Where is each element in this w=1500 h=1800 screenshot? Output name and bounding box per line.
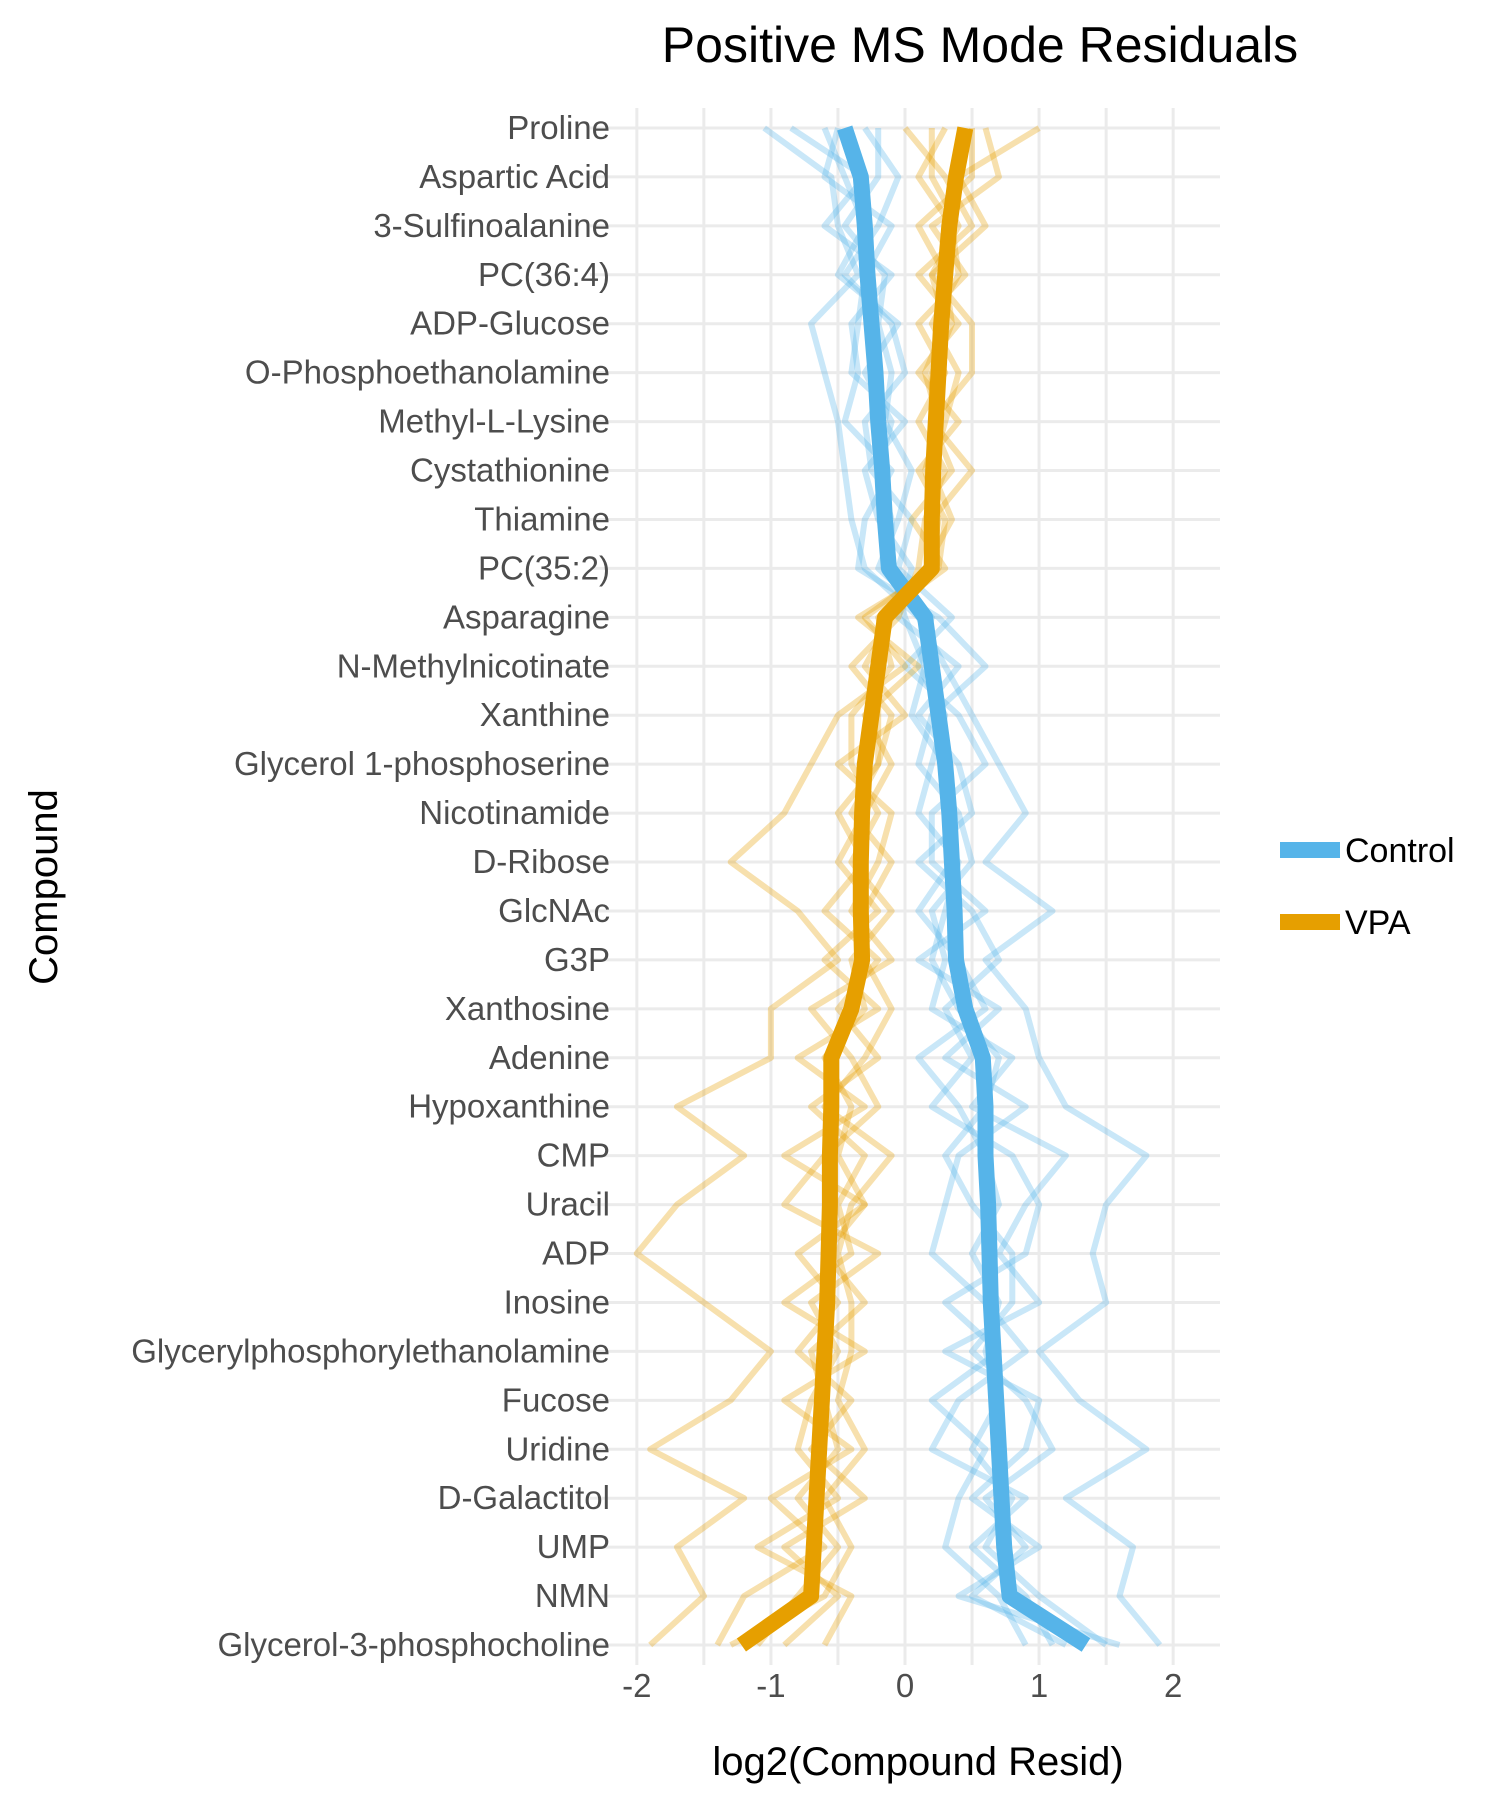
- y-axis-labels: Proline Aspartic Acid 3-Sulfinoalanine PC(3…: [131, 109, 610, 1663]
- y-tick-label: Uridine: [505, 1430, 610, 1467]
- y-tick-label: ADP: [542, 1235, 610, 1272]
- replicate-line: [729, 128, 962, 1648]
- mean-line: [736, 126, 974, 1652]
- x-tick-label: 0: [896, 1667, 914, 1704]
- y-axis-title: Compound: [22, 789, 66, 985]
- x-tick-label: 2: [1164, 1667, 1182, 1704]
- x-tick-label: -2: [622, 1667, 651, 1704]
- replicate-line: [821, 127, 1043, 1647]
- y-tick-label: GlcNAc: [498, 892, 610, 929]
- y-tick-label: UMP: [537, 1528, 610, 1565]
- y-tick-label: D-Galactitol: [438, 1479, 610, 1516]
- y-tick-label: Glycerol-3-phosphocholine: [217, 1626, 610, 1663]
- y-tick-label: D-Ribose: [472, 843, 610, 880]
- mean-line: [837, 125, 1091, 1652]
- y-tick-label: Inosine: [504, 1283, 610, 1320]
- y-tick-label: CMP: [537, 1137, 610, 1174]
- replicate-lines: [633, 125, 1163, 1648]
- x-tick-label: 1: [1030, 1667, 1048, 1704]
- y-tick-label: Glycerylphosphorylethanolamine: [131, 1332, 610, 1369]
- y-tick-label: PC(35:2): [478, 549, 610, 586]
- legend-label: VPA: [1345, 904, 1411, 942]
- x-axis-labels: -2 -1 0 1 2: [622, 1667, 1182, 1704]
- replicate-line: [762, 125, 1163, 1647]
- y-tick-label: 3-Sulfinoalanine: [373, 207, 610, 244]
- y-tick-label: Hypoxanthine: [408, 1088, 610, 1125]
- y-tick-label: PC(36:4): [478, 256, 610, 293]
- x-tick-label: -1: [756, 1667, 785, 1704]
- y-tick-label: Proline: [507, 109, 610, 146]
- y-tick-label: G3P: [544, 941, 610, 978]
- grid: [590, 108, 1220, 1665]
- y-tick-label: ADP-Glucose: [410, 305, 610, 342]
- y-tick-label: Aspartic Acid: [419, 158, 610, 195]
- y-tick-label: O-Phosphoethanolamine: [245, 354, 610, 391]
- legend: Control VPA: [1280, 832, 1455, 942]
- y-tick-label: N-Methylnicotinate: [337, 647, 610, 684]
- y-tick-label: Thiamine: [474, 500, 610, 537]
- replicate-line: [633, 125, 1041, 1648]
- y-tick-label: Uracil: [526, 1186, 610, 1223]
- x-axis-title: log2(Compound Resid): [712, 1740, 1123, 1784]
- y-tick-label: Nicotinamide: [419, 794, 610, 831]
- y-tick-label: Xanthine: [480, 696, 610, 733]
- y-tick-label: Glycerol 1-phosphoserine: [234, 745, 610, 782]
- y-tick-label: Adenine: [489, 1039, 610, 1076]
- y-tick-label: Methyl-L-Lysine: [378, 403, 610, 440]
- chart-title: Positive MS Mode Residuals: [662, 17, 1298, 73]
- y-tick-label: Fucose: [502, 1381, 610, 1418]
- y-tick-label: Asparagine: [443, 598, 610, 635]
- mean-lines: [736, 125, 1091, 1652]
- y-tick-label: Cystathionine: [410, 452, 610, 489]
- legend-label: Control: [1345, 832, 1455, 870]
- y-tick-label: Xanthosine: [445, 990, 610, 1027]
- y-tick-label: NMN: [535, 1577, 610, 1614]
